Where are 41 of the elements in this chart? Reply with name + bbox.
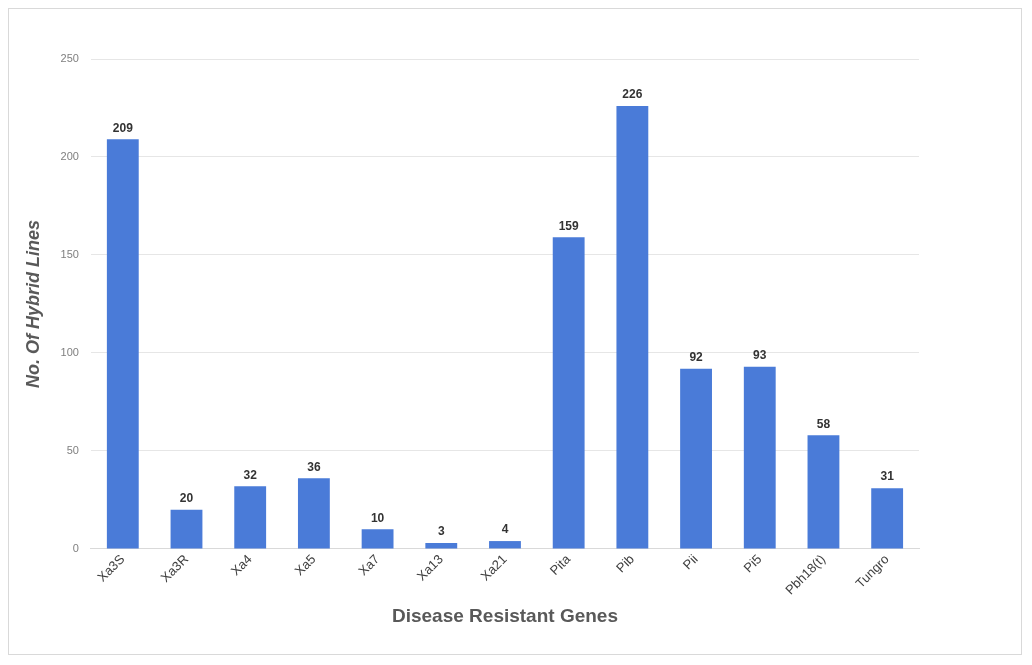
x-axis-title: Disease Resistant Genes (391, 604, 618, 626)
y-tick-label: 150 (60, 248, 79, 260)
bar (871, 488, 904, 549)
bar (616, 106, 649, 549)
bar (361, 529, 394, 549)
data-label: 20 (179, 491, 194, 506)
bar (234, 486, 267, 549)
data-label: 32 (243, 467, 258, 482)
y-tick-label: 50 (66, 443, 79, 456)
x-tick-label: Xa7 (355, 551, 383, 579)
x-tick-label: Pita (546, 550, 574, 578)
data-label: 159 (558, 218, 579, 233)
y-axis-title: No. Of Hybrid Lines (22, 219, 43, 388)
data-label: 4 (501, 522, 509, 537)
y-tick-label: 0 (72, 541, 79, 554)
x-tick-label: Pib (613, 551, 638, 576)
data-label: 93 (753, 347, 767, 362)
data-label: 3 (437, 524, 445, 539)
bar (743, 366, 776, 549)
data-label: 209 (112, 120, 134, 135)
y-tick-label: 200 (60, 150, 79, 163)
data-label: 31 (880, 469, 895, 484)
y-tick-label: 100 (60, 345, 79, 358)
x-tick-label: Pii (679, 551, 701, 573)
data-label: 10 (370, 510, 385, 525)
bar (489, 541, 521, 549)
x-tick-label: Xa4 (227, 551, 255, 579)
x-tick-label: Pi5 (740, 551, 765, 576)
data-label: 36 (307, 459, 321, 474)
bar (680, 368, 712, 549)
bar (425, 543, 458, 549)
bar (297, 478, 330, 549)
data-label: 92 (689, 349, 704, 364)
y-tick-label: 250 (60, 52, 79, 65)
data-label: 226 (622, 87, 643, 102)
bar (807, 435, 840, 549)
bar (552, 237, 585, 549)
bar (106, 139, 139, 549)
bar (170, 509, 203, 549)
x-tick-label: Xa5 (291, 551, 319, 579)
data-label: 58 (816, 416, 831, 431)
